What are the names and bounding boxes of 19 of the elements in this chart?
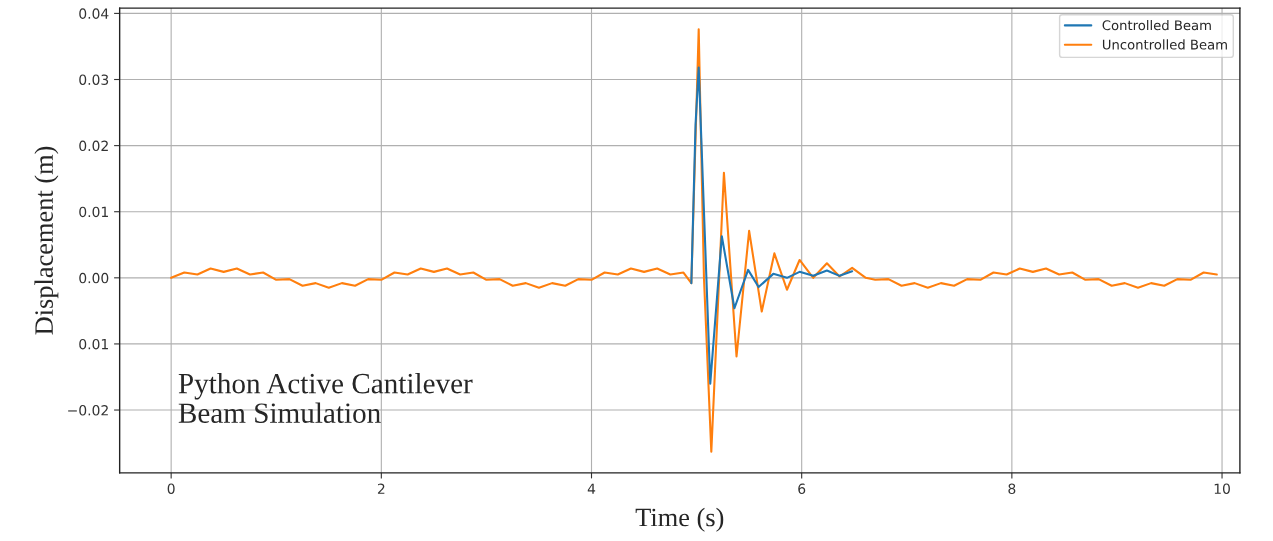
y-tick-label: 0.01 (79, 206, 108, 218)
legend-label: Uncontrolled Beam (1102, 39, 1227, 50)
y-tick-label: 0.01 (79, 338, 108, 350)
y-tick-label: −0.02 (68, 405, 108, 416)
annotation: Python Active Cantilever Beam Simulation (178, 372, 473, 424)
y-tick-label: 0.02 (79, 140, 108, 152)
x-tick-label: 8 (1008, 483, 1016, 494)
line-series (690, 66, 854, 385)
y-axis-title: Displacement (m) (34, 146, 59, 335)
x-tick-label: 2 (377, 483, 385, 494)
x-tick-label: 0 (167, 483, 175, 494)
legend-label: Controlled Beam (1102, 19, 1211, 31)
x-axis-title: Time (s) (635, 507, 724, 532)
y-tick-label: 0.04 (79, 8, 109, 19)
x-tick-label: 6 (798, 483, 806, 494)
x-tick-label: 10 (1214, 483, 1230, 494)
y-tick-label: 0.00 (79, 272, 109, 284)
x-tick-label: 4 (587, 483, 596, 494)
y-tick-label: 0.03 (79, 74, 109, 85)
